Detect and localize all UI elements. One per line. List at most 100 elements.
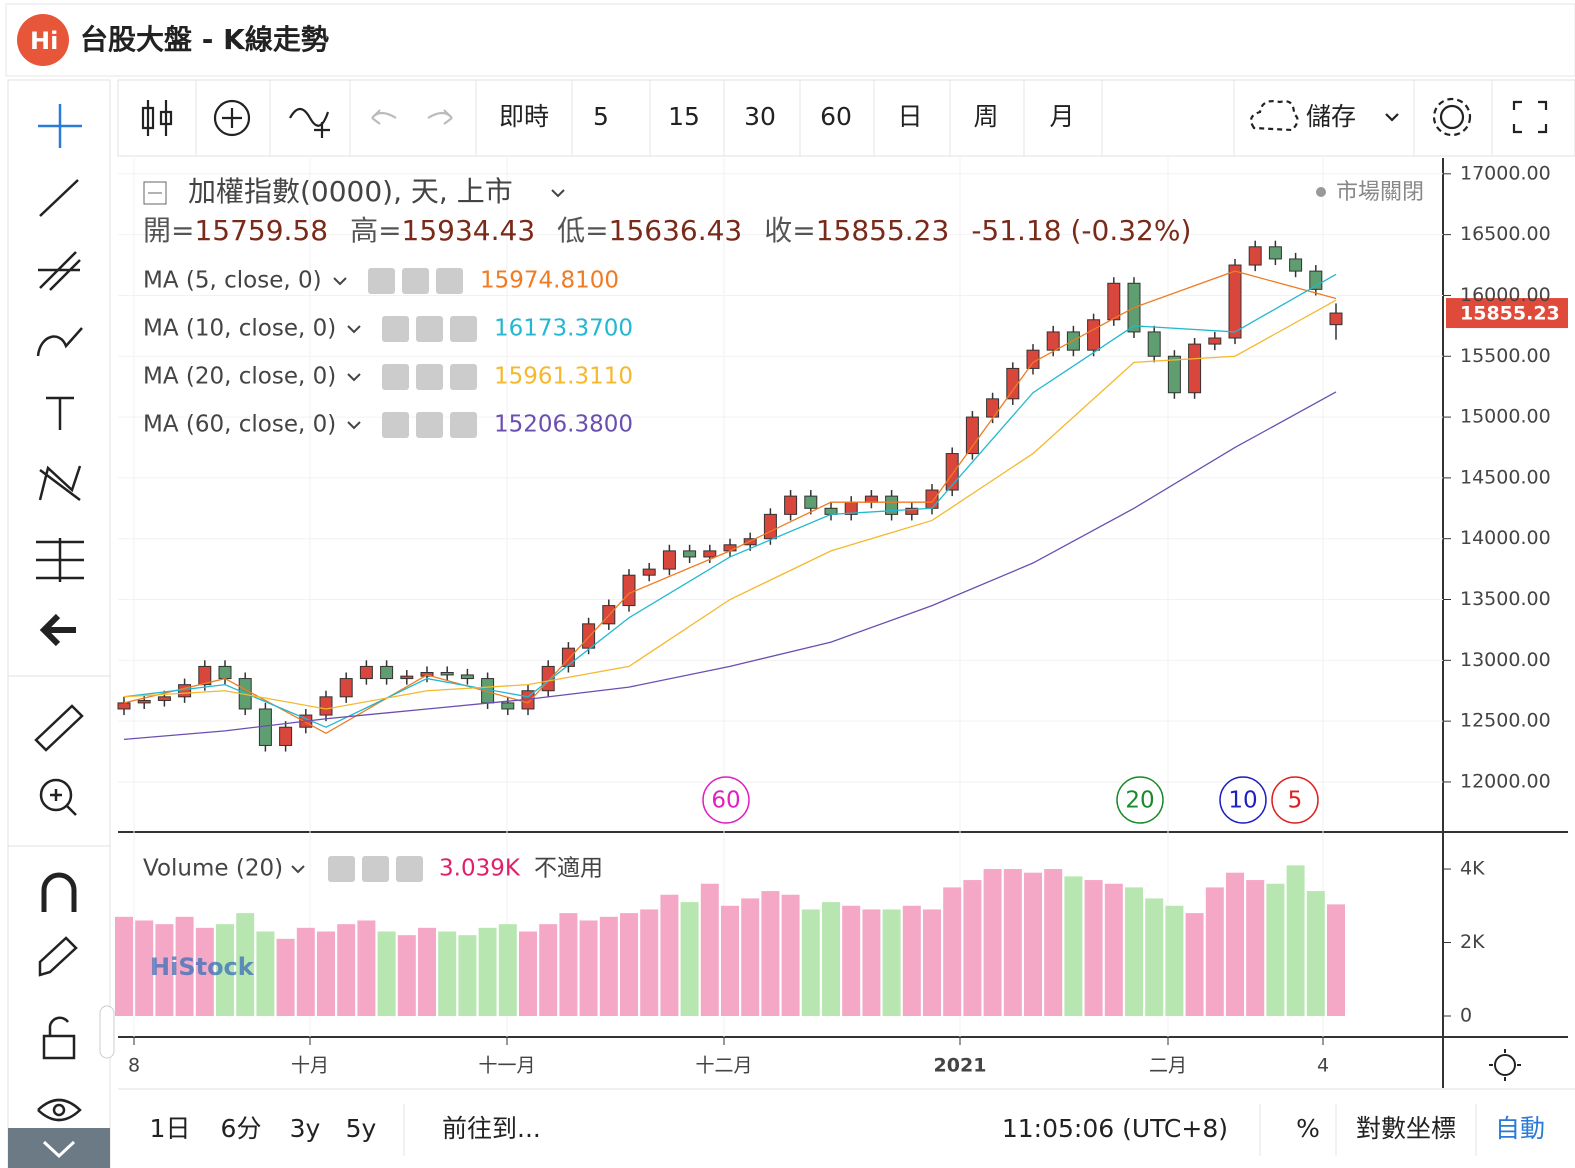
interval-button[interactable]: 15 — [668, 102, 700, 131]
candle-body — [178, 684, 192, 698]
ma-dropdown[interactable] — [333, 277, 347, 286]
candle-body — [723, 544, 737, 552]
volume-bar — [1266, 883, 1285, 1017]
range-button[interactable]: 6分 — [221, 1114, 262, 1143]
back-tool[interactable] — [39, 613, 76, 647]
fib-tool[interactable] — [38, 251, 81, 291]
magnet-tool[interactable] — [41, 872, 77, 912]
ruler-tool[interactable] — [34, 704, 84, 752]
range-button[interactable]: 1日 — [150, 1114, 191, 1143]
crosshair-tool[interactable] — [38, 104, 82, 148]
candle-body — [1248, 246, 1262, 266]
measure-tool[interactable] — [36, 538, 84, 582]
ma-control[interactable] — [436, 268, 463, 294]
time-settings[interactable] — [1494, 1054, 1516, 1076]
ma-control[interactable] — [382, 316, 409, 342]
volume-bar — [943, 887, 962, 1017]
ma-control[interactable] — [450, 364, 477, 390]
price-tag — [1446, 298, 1568, 329]
candle-body — [1147, 331, 1161, 357]
compare[interactable] — [289, 107, 330, 138]
volume-bar — [175, 916, 194, 1017]
ma-dropdown[interactable] — [347, 421, 361, 430]
volume-legend-value: 3.039K — [439, 856, 521, 882]
event-marker[interactable] — [1271, 776, 1319, 824]
fullscreen[interactable] — [1512, 100, 1548, 134]
eye-tool[interactable] — [37, 1098, 82, 1122]
lock-draw-tool[interactable] — [38, 936, 78, 977]
volume-bar — [1003, 869, 1022, 1017]
pattern-tool[interactable] — [38, 465, 82, 501]
ma-legend-name: MA (60, close, 0) — [143, 412, 336, 438]
interval-button[interactable]: 5 — [593, 102, 609, 131]
x-tick-label: 十一月 — [478, 1055, 535, 1077]
save-button[interactable]: 儲存 — [1306, 102, 1356, 131]
collapse-handle[interactable] — [99, 1005, 115, 1059]
interval-button[interactable]: 即時 — [499, 102, 549, 131]
volume-tick-label: 0 — [1460, 1005, 1472, 1027]
volume-bar — [397, 935, 416, 1017]
event-marker[interactable] — [1116, 776, 1164, 824]
zoom-tool[interactable] — [39, 778, 73, 812]
candle-body — [541, 665, 555, 692]
ma-control[interactable] — [402, 268, 429, 294]
range-button[interactable]: 3y — [290, 1114, 321, 1143]
volume-bar — [1125, 887, 1143, 1017]
clock: 11:05:06 (UTC+8) — [1002, 1114, 1228, 1143]
lock-tool[interactable] — [42, 1034, 76, 1060]
top-toolbar — [117, 79, 1575, 157]
volume-control[interactable] — [362, 856, 389, 882]
volume-bar — [620, 913, 638, 1017]
log-toggle[interactable]: 對數坐標 — [1356, 1114, 1456, 1143]
brush-tool[interactable] — [36, 327, 83, 357]
line-tool[interactable] — [39, 179, 79, 217]
symbol-dropdown[interactable] — [551, 189, 565, 198]
goto-button[interactable]: 前往到... — [442, 1114, 541, 1143]
event-marker[interactable] — [1219, 776, 1267, 824]
event-marker[interactable] — [702, 776, 750, 824]
x-tick-label: 4 — [1317, 1055, 1329, 1077]
ma-dropdown[interactable] — [347, 373, 361, 382]
volume-dropdown[interactable] — [291, 865, 305, 874]
range-button[interactable]: 5y — [346, 1114, 377, 1143]
volume-control[interactable] — [328, 856, 355, 882]
ma-control[interactable] — [382, 364, 409, 390]
ma-dropdown[interactable] — [347, 325, 361, 334]
ma-control[interactable] — [382, 412, 409, 438]
volume-bar — [1226, 872, 1244, 1017]
settings[interactable] — [1439, 104, 1465, 130]
ma-control[interactable] — [416, 316, 443, 342]
undo[interactable] — [371, 109, 397, 125]
interval-button[interactable]: 日 — [897, 102, 922, 131]
scroll-down[interactable] — [8, 1128, 110, 1168]
volume-bar — [761, 891, 780, 1017]
interval-button[interactable]: 60 — [820, 102, 852, 131]
interval-button[interactable]: 周 — [973, 102, 998, 131]
redo[interactable] — [427, 109, 453, 125]
ma-control[interactable] — [416, 364, 443, 390]
volume-bar — [822, 902, 840, 1017]
auto-toggle[interactable]: 自動 — [1495, 1114, 1545, 1143]
ma-control[interactable] — [416, 412, 443, 438]
page-title: 台股大盤 - K線走勢 — [80, 23, 329, 56]
x-tick-label: 十月 — [291, 1055, 329, 1077]
candle-body — [1006, 367, 1020, 400]
ma-control[interactable] — [450, 316, 477, 342]
collapse-legend[interactable] — [143, 181, 167, 205]
volume-bar — [155, 924, 174, 1017]
save-dropdown[interactable] — [1385, 113, 1399, 122]
volume-bar — [862, 909, 881, 1017]
ma-control[interactable] — [368, 268, 395, 294]
text-tool[interactable] — [46, 396, 74, 430]
add-indicator[interactable] — [213, 99, 251, 137]
ma-control[interactable] — [450, 412, 477, 438]
interval-button[interactable]: 月 — [1049, 102, 1074, 131]
candle-body — [1167, 355, 1181, 394]
volume-control[interactable] — [396, 856, 423, 882]
candle-type[interactable] — [141, 100, 173, 136]
y-tick-label: 15000.00 — [1460, 406, 1551, 428]
ma-legend-value: 16173.3700 — [494, 316, 633, 342]
percent-toggle[interactable]: % — [1296, 1114, 1320, 1143]
candle-body — [1046, 331, 1060, 351]
interval-button[interactable]: 30 — [744, 102, 776, 131]
